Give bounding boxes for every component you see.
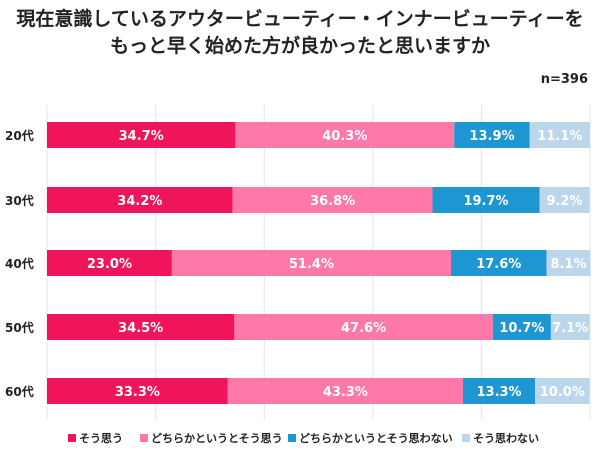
- bar-segment: [227, 378, 463, 404]
- data-label: 34.7%: [119, 129, 164, 144]
- bar-segment: [232, 187, 433, 213]
- bar-segment: [47, 314, 235, 340]
- legend-label: どちらかというとそう思う: [151, 432, 283, 445]
- sample-size: n=396: [540, 72, 588, 87]
- legend-label: そう思わない: [473, 432, 539, 445]
- legend-swatch: [462, 434, 470, 442]
- data-label: 13.3%: [476, 385, 521, 400]
- data-label: 10.0%: [540, 385, 585, 400]
- data-label: 10.7%: [499, 321, 544, 336]
- bar-segment: [432, 187, 540, 213]
- bar-segment: [535, 378, 590, 404]
- legend-swatch: [288, 434, 296, 442]
- bar-segment: [454, 122, 530, 148]
- bar-segment: [235, 122, 455, 148]
- data-label: 36.8%: [310, 194, 355, 209]
- bar-segment: [47, 187, 233, 213]
- data-label: 17.6%: [476, 257, 521, 272]
- data-label: 34.5%: [118, 321, 163, 336]
- category-label: 60代: [5, 384, 34, 399]
- data-label: 51.4%: [289, 257, 334, 272]
- data-label: 13.9%: [469, 129, 514, 144]
- data-label: 19.7%: [463, 194, 508, 209]
- bar-segment: [450, 250, 547, 276]
- bar-segment: [492, 314, 551, 340]
- legend-swatch: [140, 434, 148, 442]
- bar-segment: [234, 314, 493, 340]
- bar-segment: [47, 378, 228, 404]
- legend-label: どちらかというとそう思わない: [299, 432, 453, 445]
- title-line-1: 現在意識しているアウタービューティー・インナービューティーを: [16, 8, 584, 30]
- bar-segment: [529, 122, 590, 148]
- chart-title: 現在意識しているアウタービューティー・インナービューティーを もっと早く始めた方…: [0, 6, 600, 60]
- data-label: 8.1%: [551, 257, 587, 272]
- title-line-2: もっと早く始めた方が良かったと思いますか: [109, 35, 490, 57]
- bar-segment: [550, 314, 590, 340]
- data-label: 11.1%: [537, 129, 582, 144]
- legend-swatch: [68, 434, 76, 442]
- data-label: 47.6%: [341, 321, 386, 336]
- data-label: 23.0%: [87, 257, 132, 272]
- bar-segment: [539, 187, 590, 213]
- bar-segment: [47, 122, 236, 148]
- category-label: 50代: [5, 320, 34, 335]
- category-label: 30代: [5, 193, 34, 208]
- data-label: 33.3%: [115, 385, 160, 400]
- category-label: 20代: [5, 128, 34, 143]
- bar-segment: [47, 250, 172, 276]
- data-label: 7.1%: [552, 321, 588, 336]
- data-label: 9.2%: [546, 194, 582, 209]
- data-label: 43.3%: [323, 385, 368, 400]
- bar-segment: [171, 250, 451, 276]
- data-label: 40.3%: [322, 129, 367, 144]
- category-label: 40代: [5, 256, 34, 271]
- data-label: 34.2%: [117, 194, 162, 209]
- legend-label: そう思う: [79, 432, 123, 445]
- bar-segment: [546, 250, 591, 276]
- bar-segment: [462, 378, 536, 404]
